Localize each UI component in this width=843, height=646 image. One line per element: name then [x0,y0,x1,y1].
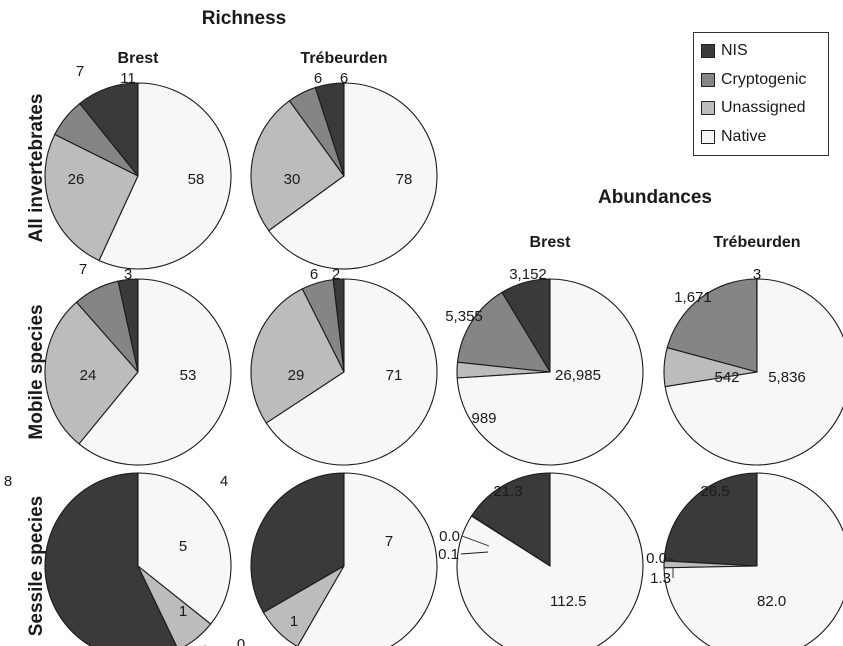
slice-label-cryptogenic: 1,671 [674,289,712,306]
pie-slice-native [137,472,232,625]
slice-label-nis: 3 [753,266,761,283]
slice-label-unassigned: 1.3 [650,570,671,587]
pie-slice-nis [250,472,345,614]
legend-item-unassigned: Unassigned [701,94,828,123]
pie-slice-unassigned [250,288,345,424]
legend-swatch-cryptogenic [701,72,715,87]
legend-item-nis: NIS [701,37,828,66]
slice-label-nis: 3 [124,266,132,283]
pie-slice-native [265,278,438,466]
legend-swatch-unassigned [701,101,715,116]
slice-label-native: 82.0 [757,593,786,610]
pie-slice-native [664,278,843,466]
slice-label-cryptogenic: 6 [310,266,318,283]
leader-line [460,551,489,555]
slice-label-unassigned: 29 [288,367,305,384]
legend-label-unassigned: Unassigned [721,99,806,117]
pie-slice-native [456,472,644,646]
slice-label-cryptogenic: 0.0 [439,528,460,545]
slice-label-nis: 4 [220,473,228,490]
column-header-abundances-trebeurden: Trébeurden [713,234,800,251]
legend-item-native: Native [701,123,828,152]
pie-slice-nis [663,472,758,567]
slice-label-cryptogenic: 7 [79,261,87,278]
legend-item-cryptogenic: Cryptogenic [701,66,828,95]
slice-label-nis: 8 [4,473,12,490]
row-label-all-invertebrates: All invertebrates [26,94,47,243]
slice-label-nis: 3,152 [509,266,547,283]
slice-label-cryptogenic: 5,355 [445,308,483,325]
slice-label-unassigned: 1 [179,603,187,620]
slice-label-unassigned: 24 [80,367,97,384]
legend-swatch-native [701,129,715,144]
slice-label-native: 112.5 [550,593,586,610]
pie-slice-native [78,278,232,466]
legend-swatch-nis [701,44,715,59]
pie-slice-unassigned [44,301,139,445]
slice-label-native: 78 [396,171,413,188]
slice-label-nis: 11 [120,70,136,87]
pie-slice-unassigned [250,99,345,232]
slice-label-nis: 26.5 [700,483,729,500]
legend-label-cryptogenic: Cryptogenic [721,70,807,88]
pie-slice-native [98,82,232,270]
pie-slice-cryptogenic [456,291,552,373]
slice-label-native: 7 [385,533,393,550]
slice-label-unassigned: 989 [471,410,496,427]
slice-label-unassigned: 542 [714,369,739,386]
pie-slice-unassigned [262,564,346,646]
pie-slice-native [456,278,644,466]
slice-label-unassigned: 0.1 [438,546,459,563]
pie-slice-nis [471,472,551,568]
row-label-sessile-species: Sessile species [26,496,47,637]
slice-label-cryptogenic: 0.0 [646,550,667,567]
slice-label-native: 5 [179,538,187,555]
slice-label-nis: 6 [340,70,348,87]
legend-label-native: Native [721,127,767,145]
slice-label-nis: 21.3 [493,483,522,500]
row-label-mobile-species: Mobile species [26,304,47,439]
pie-slice-cryptogenic [666,278,758,373]
pie-slice-nis [44,472,178,646]
legend: NIS Cryptogenic Unassigned Native [693,32,829,156]
slice-label-native: 5,836 [768,369,806,386]
slice-label-native: 71 [386,367,403,384]
slice-label-native: 58 [188,171,205,188]
pie-slice-native [663,472,843,646]
leader-line [461,535,490,547]
richness-heading: Richness [202,8,286,29]
slice-label-nis: 2 [332,266,340,283]
slice-label-cryptogenic: 7 [76,63,84,80]
leader-line [668,557,674,561]
slice-label-unassigned: 26 [68,171,85,188]
slice-label-cryptogenic: 6 [314,70,322,87]
slice-label-native: 26,985 [555,367,601,384]
slice-label-unassigned: 30 [284,171,301,188]
slice-label-native: 53 [180,367,197,384]
pie-slice-native [267,82,438,270]
abundances-heading: Abundances [598,187,712,208]
slice-label-cryptogenic: 0 [237,636,245,646]
pie-slice-unassigned [44,133,139,262]
column-header-richness-trebeurden: Trébeurden [300,50,387,67]
legend-label-nis: NIS [721,42,748,60]
slice-label-unassigned: 1 [290,613,298,630]
column-header-abundances-brest: Brest [530,234,572,251]
column-header-richness-brest: Brest [118,50,160,67]
pie-slice-native [297,472,438,646]
